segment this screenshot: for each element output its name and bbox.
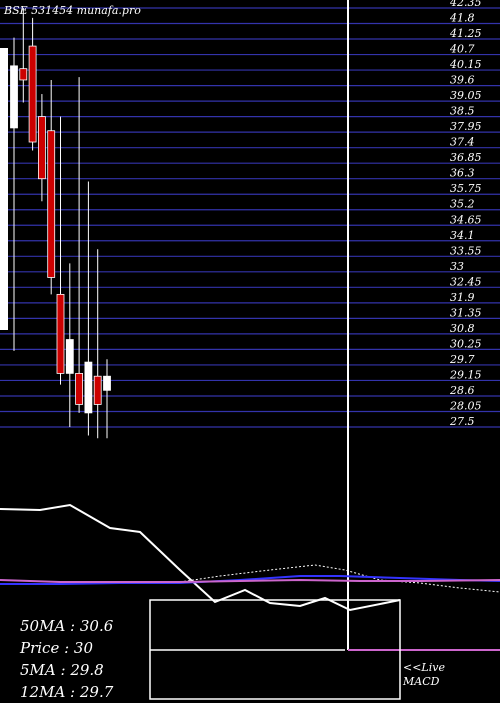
y-tick-label: 40.15: [449, 58, 482, 71]
candlesticks: [10, 8, 111, 439]
y-tick-label: 29.7: [449, 353, 475, 366]
macd-line: [0, 578, 500, 583]
y-tick-label: 30.25: [450, 337, 482, 350]
y-tick-label: 28.6: [449, 384, 475, 397]
macd-line: [0, 503, 401, 612]
candle-body: [65, 339, 74, 374]
y-tick-label: 29.15: [449, 368, 482, 381]
y-tick-label: 41.8: [449, 12, 475, 25]
candle-body: [28, 45, 37, 143]
y-tick-label: 39.05: [450, 89, 482, 102]
y-tick-label: 42.35: [449, 0, 482, 9]
y-tick-label: 33: [450, 260, 464, 273]
candle-body: [38, 116, 46, 180]
y-tick-label: 31.9: [450, 291, 475, 304]
y-tick-label: 35.75: [450, 182, 482, 195]
y-tick-label: 37.4: [450, 136, 475, 149]
price-grid: [0, 7, 500, 428]
candle-body: [10, 65, 18, 129]
y-tick-label: 41.25: [449, 27, 482, 40]
ma50-label: 50MA : 30.6: [20, 617, 114, 635]
chart-title: BSE 531454 munafa.pro: [3, 4, 141, 17]
price-label: Price : 30: [20, 639, 94, 657]
candle-body: [19, 68, 28, 81]
y-tick-label: 34.1: [450, 229, 475, 242]
y-tick-label: 35.2: [450, 198, 475, 211]
candle-body: [75, 372, 83, 405]
y-tick-label: 36.3: [450, 167, 475, 180]
y-tick-label: 40.7: [449, 43, 475, 56]
y-tick-label: 37.95: [450, 120, 482, 133]
candle-body: [56, 293, 65, 374]
y-tick-label: 31.35: [450, 306, 482, 319]
live-macd-label-2: MACD: [403, 675, 440, 688]
y-tick-label: 39.6: [450, 74, 475, 87]
price-axis-labels: 42.35 41.8 41.25 40.7 40.15 39.6 39.05 38.5 37.9…: [449, 0, 482, 428]
y-tick-label: 34.65: [450, 213, 482, 226]
y-tick-label: 28.05: [449, 399, 482, 412]
y-tick-label: 36.85: [450, 151, 482, 164]
y-tick-label: 38.5: [450, 105, 475, 118]
ma12-label: 12MA : 29.7: [20, 683, 114, 701]
candle-body: [103, 375, 111, 391]
candle-body: [93, 375, 102, 405]
macd-line: [0, 575, 500, 585]
macd-panel: [0, 503, 500, 612]
macd-line: [179, 564, 500, 593]
candle-body: [84, 361, 93, 414]
y-tick-label: 32.45: [450, 275, 482, 288]
ma5-label: 5MA : 29.8: [20, 661, 104, 679]
live-macd-label-1: <<Live: [403, 661, 445, 674]
y-tick-label: 27.5: [449, 415, 475, 428]
left-volume-bar: [0, 48, 8, 330]
y-tick-label: 33.55: [450, 244, 482, 257]
candle-body: [47, 130, 56, 278]
y-tick-label: 30.8: [450, 322, 475, 335]
